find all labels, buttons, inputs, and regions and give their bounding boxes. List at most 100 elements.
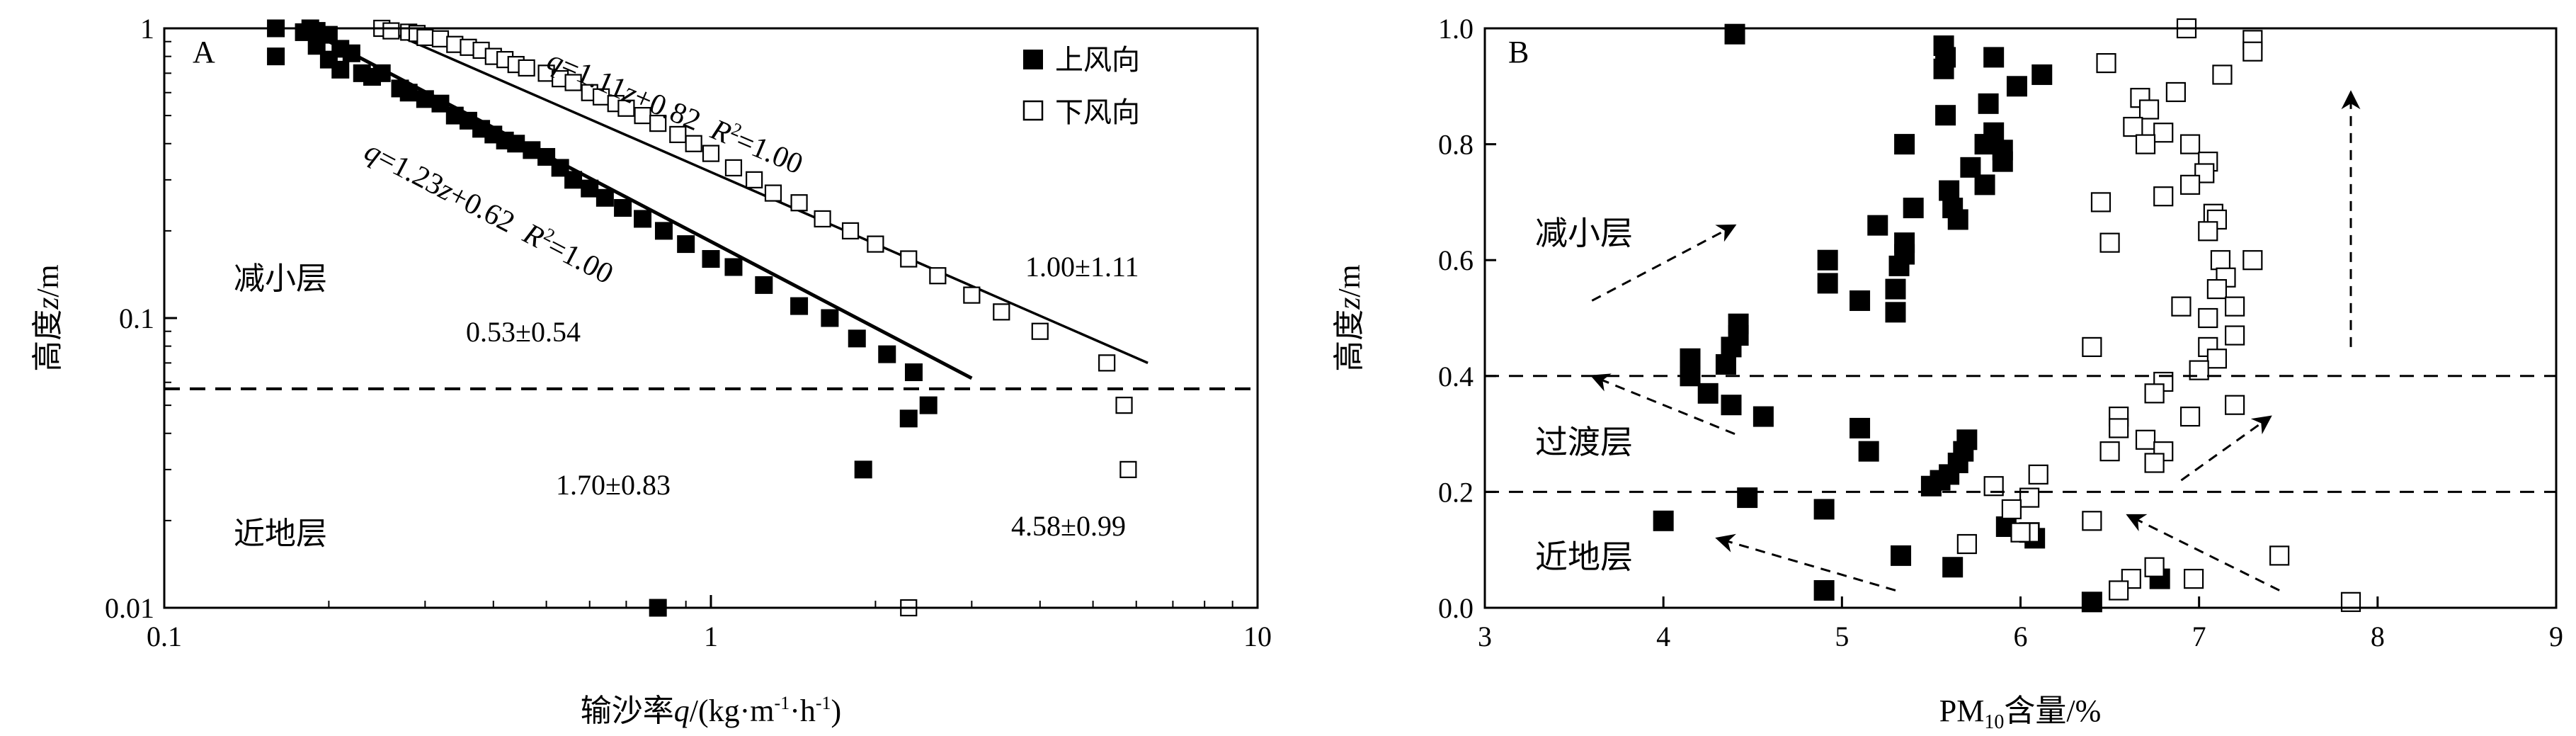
y-tick-label: 0.01	[105, 592, 154, 624]
y-tick-label: 1.0	[1438, 13, 1474, 45]
x-tick-label: 8	[2371, 621, 2385, 652]
data-point-upwind	[677, 235, 695, 254]
x-tick-label: 0.1	[147, 621, 182, 652]
data-point-upwind	[267, 47, 285, 66]
data-point-downwind	[929, 267, 947, 285]
data-point-downwind	[2269, 545, 2290, 566]
data-point-upwind	[1935, 105, 1956, 126]
data-point-downwind	[1098, 354, 1116, 372]
data-point-downwind	[617, 99, 635, 117]
panel-b-frame	[1483, 27, 2558, 609]
data-point-upwind	[1724, 23, 1745, 45]
data-point-downwind	[2138, 99, 2160, 120]
panel-b-arrows	[1590, 90, 2361, 591]
data-point-downwind	[1031, 322, 1049, 340]
data-point-downwind	[993, 303, 1010, 321]
data-point-downwind	[2144, 453, 2165, 473]
data-point-downwind	[2082, 511, 2102, 531]
y-tick-label: 0.2	[1438, 476, 1474, 508]
data-point-downwind	[2198, 307, 2218, 329]
data-point-upwind	[372, 64, 391, 82]
panel-a-layer-label-upper: 减小层	[234, 261, 327, 296]
data-point-downwind	[2082, 336, 2102, 357]
trend-arrow	[2180, 415, 2272, 482]
data-point-upwind	[2031, 64, 2053, 85]
data-point-upwind	[595, 188, 614, 207]
panel-a-label: A	[193, 35, 215, 69]
panel-b-axes: 3 4 5 6 7 8 9 0.0 0.2 0.4 0.6 0.8 1.0	[1438, 13, 2563, 652]
data-point-upwind	[1983, 47, 2005, 68]
data-point-upwind	[1894, 134, 1915, 155]
data-point-downwind	[2179, 406, 2201, 427]
value-upper-upwind: 0.53±0.54	[466, 316, 581, 348]
data-point-downwind	[2135, 134, 2156, 154]
y-tick-label: 1	[140, 13, 154, 45]
data-point-downwind	[2109, 418, 2129, 438]
legend-marker-downwind	[1022, 100, 1044, 121]
panel-a-x-axis-title: 输沙率q/(kg·m-1·h-1)	[581, 693, 841, 728]
data-point-downwind	[963, 286, 981, 304]
y-tick-label: 0.1	[119, 302, 154, 334]
data-point-upwind	[1885, 278, 1906, 300]
data-point-downwind	[518, 59, 535, 77]
equation-upwind: q=1.23z+0.62 R2=1.00	[359, 132, 619, 290]
data-point-downwind	[2210, 250, 2231, 271]
data-point-upwind	[1920, 475, 1942, 497]
data-point-downwind	[2179, 174, 2201, 195]
data-point-downwind	[2028, 464, 2048, 485]
data-point-downwind	[2206, 279, 2227, 300]
x-tick-label: 5	[1835, 621, 1849, 652]
data-point-upwind	[1697, 383, 1719, 404]
data-point-downwind	[764, 184, 782, 202]
data-point-downwind	[2171, 296, 2192, 317]
data-point-downwind	[564, 74, 582, 91]
panel-b-y-axis-title: 高度z/m	[1332, 264, 1367, 372]
data-point-downwind	[1119, 460, 1137, 478]
data-point-downwind	[1115, 397, 1133, 414]
data-point-downwind	[2135, 429, 2156, 450]
data-point-downwind	[2099, 232, 2120, 253]
legend-item-downwind: 下风向	[1022, 96, 1140, 128]
panel-a: 0.1 1 100.010.11 A 上风向 下风向 q=1.11z+0.82 R2…	[30, 13, 1272, 728]
data-point-upwind	[1974, 134, 1995, 155]
panel-b-label: B	[1508, 35, 1529, 69]
x-tick-label: 4	[1656, 621, 1670, 652]
data-point-downwind	[2198, 221, 2218, 242]
legend-label-downwind: 下风向	[1055, 96, 1140, 128]
data-point-upwind	[848, 329, 866, 348]
trend-arrow	[1590, 373, 1736, 435]
data-point-upwind	[581, 179, 599, 198]
data-point-upwind	[878, 345, 896, 363]
trend-arrow	[2126, 514, 2280, 591]
data-point-downwind	[2123, 116, 2143, 137]
data-point-upwind	[1960, 157, 1981, 178]
data-point-upwind	[899, 409, 918, 428]
data-point-upwind	[399, 84, 418, 102]
data-point-upwind	[342, 44, 360, 62]
data-point-upwind	[1817, 249, 1838, 271]
data-point-downwind	[2010, 522, 2031, 543]
data-point-upwind	[919, 396, 937, 414]
data-point-upwind	[1721, 336, 1742, 358]
data-point-downwind	[669, 125, 687, 144]
value-upper-downwind: 1.00±1.11	[1025, 251, 1139, 283]
data-point-downwind	[790, 194, 808, 212]
data-point-downwind	[900, 250, 918, 268]
panel-b-layer-label-transition: 过渡层	[1535, 424, 1633, 460]
data-point-downwind	[2194, 163, 2215, 183]
data-point-upwind	[2081, 591, 2102, 613]
data-point-downwind	[2242, 41, 2263, 62]
data-point-upwind	[654, 222, 673, 240]
data-point-downwind	[724, 159, 743, 177]
data-point-upwind	[790, 297, 809, 315]
data-point-upwind	[755, 276, 773, 294]
data-point-upwind	[1939, 180, 1960, 201]
data-point-downwind	[2242, 250, 2263, 271]
data-point-upwind	[724, 258, 743, 276]
data-point-downwind	[841, 222, 860, 239]
data-point-upwind	[1885, 302, 1906, 323]
data-point-upwind	[564, 171, 583, 189]
panel-a-axes: 0.1 1 100.010.11	[105, 13, 1272, 652]
value-lower-upwind: 1.70±0.83	[556, 469, 671, 501]
